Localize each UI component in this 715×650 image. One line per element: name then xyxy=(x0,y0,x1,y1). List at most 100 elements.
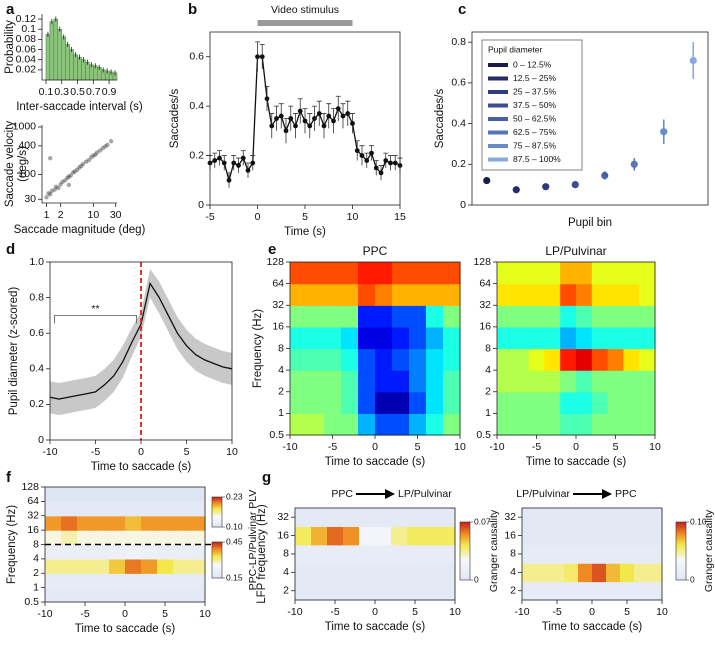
heatmap-cell xyxy=(157,573,174,589)
heatmap-cell xyxy=(341,262,359,285)
colorbar-step xyxy=(212,564,222,567)
point xyxy=(340,113,346,119)
heatmap-cell xyxy=(528,283,545,306)
colorbar-step xyxy=(212,500,222,502)
heatmap-cell xyxy=(591,326,609,350)
heatmap-cell xyxy=(375,348,393,371)
x-tick-label: 0 xyxy=(372,441,378,453)
heatmap-cell xyxy=(109,587,126,603)
heatmap-cell xyxy=(639,348,656,371)
heatmap-cell xyxy=(407,544,424,564)
colorbar-step xyxy=(676,574,686,577)
colorbar-step xyxy=(676,527,686,531)
colorbar-step xyxy=(212,573,222,575)
heatmap-cell xyxy=(439,544,456,564)
heatmap-cell xyxy=(536,544,551,564)
legend-label: 37.5 – 50% xyxy=(513,100,556,110)
point xyxy=(94,150,100,155)
point xyxy=(105,142,110,148)
heatmap-cell xyxy=(607,413,624,436)
heatmap-cell xyxy=(409,305,427,328)
colorbar-step xyxy=(212,549,222,551)
heatmap-cell xyxy=(307,413,325,436)
heatmap-cell xyxy=(497,413,514,436)
colorbar-tick-label: 0.07 xyxy=(474,516,491,526)
y-axis-label: Probability xyxy=(4,20,16,74)
heatmap-cell xyxy=(620,544,635,564)
colorbar-step xyxy=(212,514,222,516)
y-tick-label: 128 xyxy=(21,481,39,493)
heatmap-cell xyxy=(607,348,624,371)
point xyxy=(364,158,370,163)
heatmap-cell xyxy=(375,526,392,546)
heatmap-cell xyxy=(295,581,312,601)
heatmap-cell xyxy=(564,581,579,601)
heatmap-cell xyxy=(125,487,142,502)
heatmap-cell xyxy=(358,370,376,393)
point xyxy=(212,158,218,163)
colorbar-step xyxy=(212,560,222,562)
heatmap-cell xyxy=(290,413,308,436)
heatmap-cell xyxy=(324,413,342,436)
x-axis-label: Time to saccade (s) xyxy=(542,621,643,633)
legend-label: 87.5 – 100% xyxy=(513,154,561,164)
heatmap-cell xyxy=(173,515,190,531)
heatmap-cell xyxy=(407,581,424,601)
x-tick-label: 0 xyxy=(122,608,128,620)
y-tick-label: 32 xyxy=(277,511,289,523)
heatmap-cell xyxy=(359,544,376,564)
colorbar-step xyxy=(212,561,222,563)
point xyxy=(274,116,279,121)
x-axis-label: Time to saccade (s) xyxy=(325,456,426,468)
heatmap-cell xyxy=(173,587,190,603)
colorbar-step xyxy=(460,564,470,567)
heatmap-cell xyxy=(141,501,158,517)
y-tick-label: 4 xyxy=(485,364,491,376)
point xyxy=(354,148,360,154)
colorbar-step xyxy=(676,558,686,562)
heatmap-cell xyxy=(109,515,126,531)
heatmap-cell xyxy=(358,348,376,371)
heatmap-cell xyxy=(93,587,110,603)
x-tick-label: -10 xyxy=(37,608,52,620)
heatmap-cell xyxy=(648,581,663,601)
heatmap-cell xyxy=(189,558,206,574)
point xyxy=(240,155,246,161)
heatmap-cell xyxy=(125,558,142,574)
heatmap-cell xyxy=(592,581,607,601)
colorbar-step xyxy=(212,525,222,527)
x-tick-label: -5 xyxy=(91,446,100,458)
x-tick-label: 5 xyxy=(184,446,190,458)
y-tick-label: 64 xyxy=(27,495,39,507)
bar xyxy=(61,36,66,81)
heatmap-cell xyxy=(591,370,609,393)
heatmap-cell xyxy=(409,283,427,306)
y-tick-label: 64 xyxy=(272,277,284,289)
heatmap-cell xyxy=(426,348,444,371)
bar xyxy=(77,56,82,81)
heatmap-cell xyxy=(324,391,342,414)
y-axis-label: (deg/s) xyxy=(17,146,29,182)
x-tick-label: 0 xyxy=(255,211,261,223)
heatmap-cell xyxy=(295,563,312,583)
heatmap-cell xyxy=(341,370,359,393)
heatmap-cell xyxy=(634,508,649,527)
colorbar-step xyxy=(212,497,222,499)
heatmap-cell xyxy=(544,370,561,393)
heatmap-cell xyxy=(648,508,663,527)
x-tick-label: 5 xyxy=(162,608,168,620)
heatmap-cell xyxy=(620,526,635,546)
y-tick-label: 32 xyxy=(479,299,491,311)
panel-label: b xyxy=(188,1,197,18)
colorbar-step xyxy=(676,552,686,556)
heatmap-cell xyxy=(522,563,537,583)
point xyxy=(217,155,222,161)
stimulus-label: Video stimulus xyxy=(271,4,339,16)
point xyxy=(77,165,82,170)
heatmap-cell xyxy=(409,413,427,436)
heatmap-cell xyxy=(578,544,593,564)
colorbar-step xyxy=(212,522,222,524)
y-axis-label: Saccades/s xyxy=(434,89,446,149)
target-label: PPC xyxy=(615,488,637,500)
heatmap-cell xyxy=(77,573,94,589)
